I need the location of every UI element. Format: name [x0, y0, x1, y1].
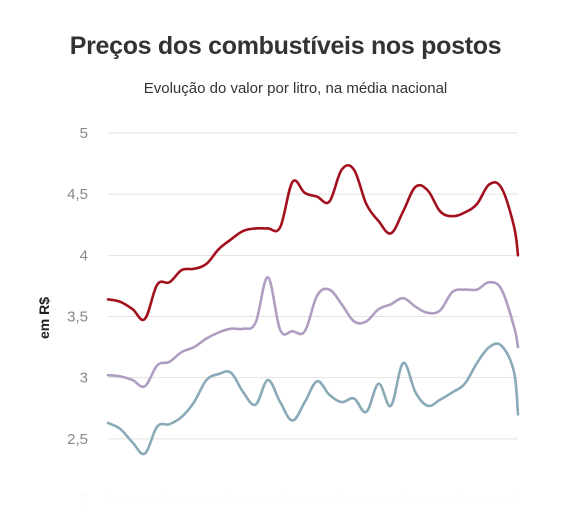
chart-subtitle: Evolução do valor por litro, na média na…: [143, 80, 448, 97]
y-tick-label: 3: [80, 370, 88, 387]
bottom-fade: [0, 468, 571, 507]
series-line-1: [106, 276, 520, 389]
y-tick-label: 4: [80, 247, 88, 264]
series-lines: [106, 163, 520, 456]
series-line-2: [106, 342, 520, 456]
y-axis-label: em R$: [36, 297, 52, 339]
y-tick-label: 4,5: [67, 186, 88, 203]
y-tick-labels: 22,533,544,55: [67, 125, 88, 507]
chart-title: Preços dos combustíveis nos postos: [69, 32, 502, 60]
series-line-0: [106, 163, 520, 322]
y-tick-label: 5: [80, 125, 88, 142]
y-tick-label: 2,5: [67, 431, 88, 448]
gridlines: [108, 132, 518, 501]
y-tick-label: 3,5: [67, 309, 88, 326]
